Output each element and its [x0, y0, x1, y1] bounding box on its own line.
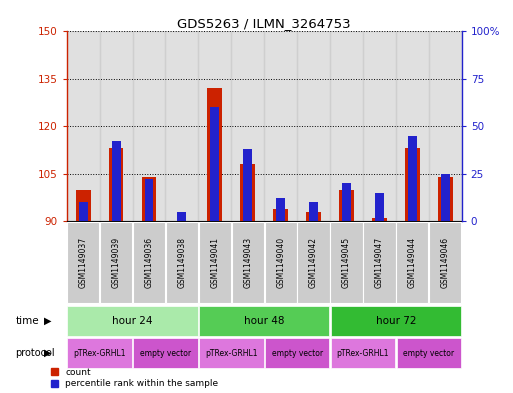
- Bar: [405, 149, 420, 221]
- FancyBboxPatch shape: [67, 222, 100, 303]
- Text: protocol: protocol: [15, 348, 55, 358]
- Bar: [441, 174, 450, 221]
- Bar: [243, 149, 252, 221]
- Text: empty vector: empty vector: [140, 349, 191, 358]
- Text: GSM1149046: GSM1149046: [441, 237, 450, 288]
- Text: hour 72: hour 72: [376, 316, 416, 325]
- Bar: [165, 31, 199, 221]
- Bar: [264, 31, 297, 221]
- Text: GSM1149039: GSM1149039: [111, 237, 121, 288]
- Bar: [408, 136, 417, 221]
- Bar: [342, 183, 351, 221]
- Bar: [100, 31, 132, 221]
- Text: pTRex-GRHL1: pTRex-GRHL1: [73, 349, 126, 358]
- Text: GSM1149047: GSM1149047: [375, 237, 384, 288]
- Bar: [199, 31, 231, 221]
- Bar: [429, 31, 462, 221]
- Text: GSM1149043: GSM1149043: [243, 237, 252, 288]
- Bar: [78, 202, 88, 221]
- Bar: [306, 212, 321, 221]
- Text: hour 24: hour 24: [112, 316, 153, 325]
- FancyBboxPatch shape: [133, 338, 198, 368]
- FancyBboxPatch shape: [396, 222, 428, 303]
- Text: ▶: ▶: [44, 348, 51, 358]
- FancyBboxPatch shape: [67, 305, 198, 336]
- Text: GSM1149041: GSM1149041: [210, 237, 220, 288]
- Text: empty vector: empty vector: [403, 349, 455, 358]
- FancyBboxPatch shape: [397, 338, 461, 368]
- Bar: [109, 149, 124, 221]
- Bar: [330, 31, 363, 221]
- Text: GSM1149036: GSM1149036: [145, 237, 153, 288]
- Bar: [309, 202, 318, 221]
- Bar: [276, 198, 285, 221]
- Bar: [177, 212, 186, 221]
- Bar: [145, 180, 153, 221]
- Bar: [67, 31, 100, 221]
- Text: ▶: ▶: [44, 316, 51, 325]
- Bar: [372, 218, 387, 221]
- FancyBboxPatch shape: [166, 222, 198, 303]
- Bar: [112, 141, 121, 221]
- Bar: [339, 189, 354, 221]
- Bar: [297, 31, 330, 221]
- FancyBboxPatch shape: [133, 222, 165, 303]
- FancyBboxPatch shape: [67, 338, 132, 368]
- FancyBboxPatch shape: [199, 338, 264, 368]
- FancyBboxPatch shape: [199, 222, 231, 303]
- Text: pTRex-GRHL1: pTRex-GRHL1: [337, 349, 389, 358]
- Bar: [363, 31, 396, 221]
- Title: GDS5263 / ILMN_3264753: GDS5263 / ILMN_3264753: [177, 17, 351, 30]
- Text: hour 48: hour 48: [244, 316, 284, 325]
- Bar: [273, 209, 288, 221]
- FancyBboxPatch shape: [298, 222, 330, 303]
- FancyBboxPatch shape: [363, 222, 396, 303]
- Bar: [210, 107, 219, 221]
- Text: GSM1149037: GSM1149037: [78, 237, 88, 288]
- Text: pTRex-GRHL1: pTRex-GRHL1: [205, 349, 258, 358]
- FancyBboxPatch shape: [331, 338, 395, 368]
- Text: GSM1149044: GSM1149044: [408, 237, 417, 288]
- Text: GSM1149038: GSM1149038: [177, 237, 186, 288]
- FancyBboxPatch shape: [429, 222, 461, 303]
- Text: GSM1149042: GSM1149042: [309, 237, 318, 288]
- Bar: [132, 31, 165, 221]
- FancyBboxPatch shape: [100, 222, 132, 303]
- FancyBboxPatch shape: [231, 222, 264, 303]
- Text: time: time: [15, 316, 39, 325]
- Text: empty vector: empty vector: [271, 349, 323, 358]
- Bar: [231, 31, 264, 221]
- Bar: [375, 193, 384, 221]
- FancyBboxPatch shape: [265, 338, 329, 368]
- FancyBboxPatch shape: [330, 222, 363, 303]
- Bar: [207, 88, 222, 221]
- Bar: [76, 189, 91, 221]
- Bar: [240, 164, 255, 221]
- Bar: [396, 31, 429, 221]
- FancyBboxPatch shape: [265, 222, 297, 303]
- FancyBboxPatch shape: [331, 305, 461, 336]
- Text: GSM1149040: GSM1149040: [276, 237, 285, 288]
- Bar: [438, 177, 452, 221]
- Legend: count, percentile rank within the sample: count, percentile rank within the sample: [51, 368, 218, 389]
- FancyBboxPatch shape: [199, 305, 329, 336]
- Bar: [142, 177, 156, 221]
- Text: GSM1149045: GSM1149045: [342, 237, 351, 288]
